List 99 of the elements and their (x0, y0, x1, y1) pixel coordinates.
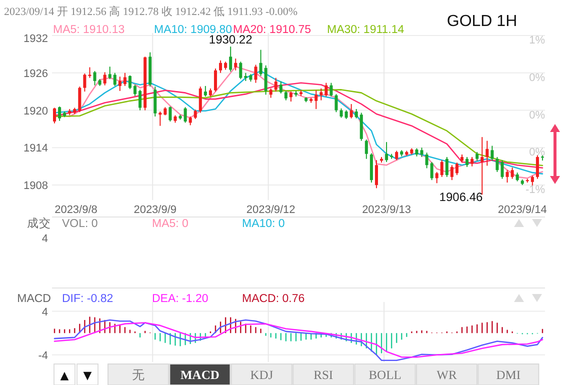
candlestick (480, 136, 484, 196)
candlestick (264, 64, 268, 96)
candlestick (506, 170, 509, 184)
candlestick (330, 82, 333, 98)
candlestick (133, 84, 137, 96)
candlestick (420, 147, 424, 158)
candlestick (445, 156, 448, 178)
series-label: MACD: 0.76 (242, 293, 305, 305)
candlestick (103, 72, 106, 86)
y-tick-label: 4 (42, 306, 48, 318)
candlestick (374, 160, 378, 189)
y-axis-title: MACD (17, 293, 51, 305)
text: DMI (496, 368, 521, 382)
candlestick (425, 152, 428, 169)
candlestick (128, 74, 132, 90)
text: MA5: 1910.13 (53, 24, 125, 36)
candlestick (53, 107, 56, 124)
candlestick (274, 77, 278, 92)
x-tick-label: 2023/9/12 (246, 204, 296, 216)
text: MA30: 1911.14 (327, 24, 405, 36)
candlestick (118, 76, 122, 92)
candlestick (254, 64, 258, 84)
text: 无 (132, 368, 145, 382)
legend-label: MA10: 0 (242, 218, 285, 230)
text: RSI (314, 368, 334, 382)
candlestick (334, 94, 338, 113)
series-label: DEA: -1.20 (152, 293, 208, 305)
x-tick-label: 2023/9/13 (362, 204, 412, 216)
candlestick (395, 150, 398, 161)
candlestick (430, 161, 434, 181)
y-tick-label: -4 (38, 350, 48, 362)
candlestick (58, 106, 62, 122)
candlestick (113, 72, 116, 86)
candlestick (530, 175, 534, 187)
legend-label: MA5: 0 (152, 218, 188, 230)
candlestick (284, 90, 288, 101)
candlestick (234, 58, 238, 71)
candlestick (269, 88, 272, 98)
y-tick-label: 1920 (24, 105, 48, 118)
y-tick-label: 1914 (24, 142, 48, 155)
candlestick (490, 145, 494, 162)
candlestick (194, 109, 197, 120)
candlestick (385, 142, 388, 162)
annotation: 1906.46 (439, 190, 484, 204)
candlestick (154, 86, 157, 117)
candlestick (496, 156, 499, 172)
candlestick (466, 156, 469, 168)
candlestick (500, 160, 504, 180)
series-label: DIF: -0.82 (62, 293, 114, 305)
candlestick (83, 73, 86, 92)
text: GOLD 1H (446, 13, 518, 30)
candlestick (279, 81, 282, 94)
candlestick (168, 106, 172, 122)
candlestick (219, 60, 222, 74)
candlestick (364, 139, 368, 160)
candlestick (138, 89, 142, 111)
text: WR (436, 368, 458, 382)
candlestick (184, 106, 187, 124)
candlestick (450, 164, 454, 181)
candlestick (108, 66, 112, 80)
candlestick (470, 156, 474, 167)
chart-title: 2023/09/14 开 1912.56 高 1912.78 收 1912.42 低 1911.93 -0.00% (4, 5, 298, 18)
y-tick-label: 1926 (24, 68, 48, 80)
candlestick (204, 85, 207, 98)
candlestick (486, 140, 489, 166)
candlestick (340, 108, 343, 118)
y-tick-label: 1908 (24, 180, 48, 192)
text: 成交 (27, 216, 51, 230)
candlestick (324, 82, 328, 98)
text: KDJ (250, 368, 274, 382)
text: ▼ (83, 369, 92, 382)
candlestick (123, 72, 126, 86)
candlestick (440, 160, 444, 178)
text: BOLL (368, 368, 402, 382)
x-tick-label: 2023/9/8 (54, 204, 98, 216)
candlestick (78, 86, 82, 113)
text: ▲ (60, 369, 70, 382)
candlestick (314, 90, 318, 110)
candlestick (350, 104, 353, 119)
candlestick (455, 162, 458, 176)
candlestick (214, 68, 218, 92)
candlestick (435, 171, 438, 184)
text: MACD (180, 368, 220, 382)
annotation: 0% (529, 146, 546, 159)
y-tick-label: 1932 (24, 33, 48, 45)
legend-label: VOL: 0 (62, 218, 98, 230)
candlestick (239, 61, 242, 80)
candlestick (320, 88, 323, 101)
candlestick (510, 167, 514, 180)
annotation: -1% (525, 184, 546, 196)
candlestick (229, 46, 232, 72)
candlestick (93, 70, 96, 86)
candlestick (289, 91, 292, 102)
candlestick (536, 154, 539, 180)
candlestick (354, 108, 358, 119)
x-tick-label: 2023/9/14 (498, 204, 547, 216)
x-tick-label: 2023/9/9 (134, 204, 177, 216)
candlestick (259, 49, 262, 76)
candlestick (198, 86, 202, 114)
